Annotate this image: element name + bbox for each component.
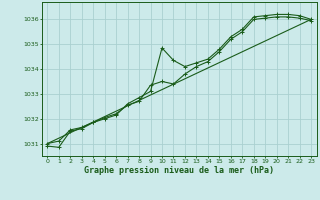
X-axis label: Graphe pression niveau de la mer (hPa): Graphe pression niveau de la mer (hPa) (84, 166, 274, 175)
